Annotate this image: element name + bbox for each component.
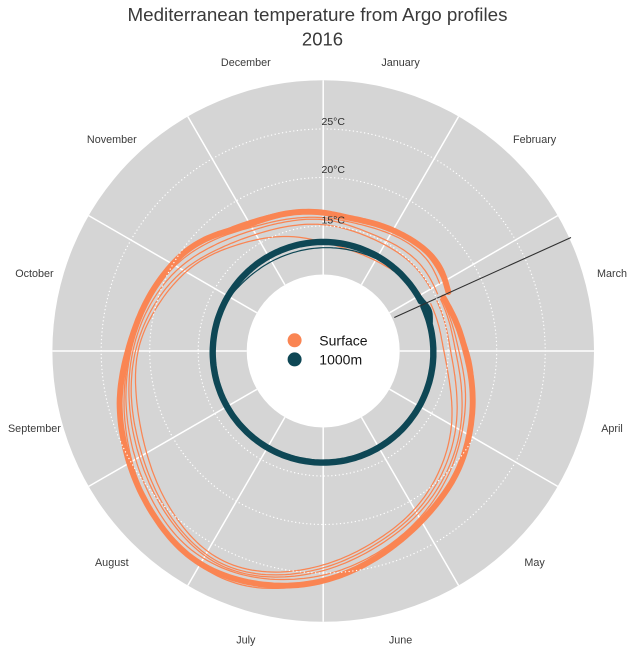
svg-text:May: May [524, 557, 545, 569]
svg-text:20°C: 20°C [322, 164, 346, 176]
svg-text:February: February [513, 134, 557, 146]
svg-text:Surface: Surface [319, 332, 367, 348]
svg-text:September: September [8, 423, 61, 435]
svg-text:2016: 2016 [302, 29, 343, 50]
svg-text:July: July [236, 634, 256, 646]
svg-text:Mediterranean temperature from: Mediterranean temperature from Argo prof… [128, 4, 508, 25]
svg-text:December: December [221, 57, 271, 69]
svg-text:August: August [95, 557, 129, 569]
svg-text:November: November [87, 134, 137, 146]
svg-text:October: October [15, 268, 54, 280]
svg-text:1000m: 1000m [319, 352, 362, 368]
svg-text:June: June [389, 634, 412, 646]
svg-text:15°C: 15°C [322, 215, 346, 227]
svg-text:April: April [601, 423, 623, 435]
svg-text:March: March [597, 268, 627, 280]
svg-text:January: January [381, 57, 420, 69]
svg-text:25°C: 25°C [322, 116, 346, 128]
